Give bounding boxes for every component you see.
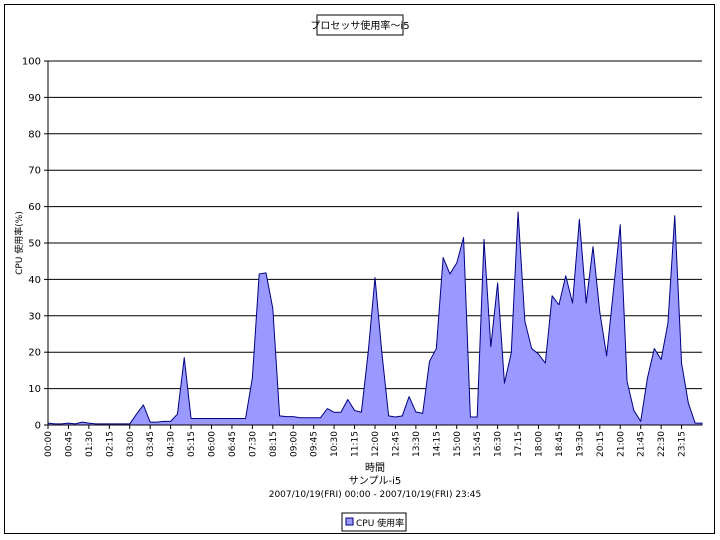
- y-tick-labels: 0 10 20 30 40 50 60 70 80 90 100: [22, 57, 48, 432]
- x-tick-label: 05:15: [187, 431, 197, 457]
- y-tick-label: 40: [28, 275, 41, 286]
- x-tick-label: 22:30: [657, 431, 667, 457]
- legend-label: CPU 使用率: [356, 517, 404, 529]
- y-tick-label: 20: [28, 348, 41, 359]
- x-tick-label: 00:45: [64, 431, 74, 457]
- x-tick-label: 18:45: [555, 431, 565, 457]
- chart-title-box: [316, 14, 404, 36]
- x-tick-label: 03:45: [146, 431, 156, 457]
- x-tick-label: 16:30: [494, 431, 504, 457]
- x-tick-label: 04:30: [167, 431, 177, 457]
- x-tick-label: 21:45: [637, 431, 647, 457]
- y-tick-label: 0: [35, 421, 41, 432]
- x-tick-label: 07:30: [248, 431, 258, 457]
- y-tick-label: 90: [28, 93, 41, 104]
- x-tick-label: 01:30: [85, 431, 95, 457]
- x-tick-label: 03:00: [126, 431, 136, 457]
- x-tick-label: 12:00: [371, 431, 381, 457]
- x-axis-label: 時間: [365, 462, 385, 474]
- x-tick-label: 15:00: [453, 431, 463, 457]
- chart-title: プロセッサ使用率～i5: [310, 19, 409, 32]
- x-tick-label: 09:00: [289, 431, 299, 457]
- x-tick-label: 10:30: [330, 431, 340, 457]
- x-tick-label: 15:45: [473, 431, 483, 457]
- x-tick-label: 13:30: [412, 431, 422, 457]
- x-tick-labels: 00:00 00:45 01:30 02:15 03:00 03:45 04:30 05:15…: [44, 425, 688, 457]
- x-tick-label: 18:00: [535, 431, 545, 457]
- x-tick-label: 11:15: [351, 431, 361, 457]
- x-tick-label: 06:45: [228, 431, 238, 457]
- y-tick-label: 100: [22, 57, 41, 68]
- x-tick-label: 02:15: [105, 431, 115, 457]
- y-tick-label: 70: [28, 166, 41, 177]
- legend: CPU 使用率: [341, 512, 407, 532]
- y-tick-label: 30: [28, 311, 41, 322]
- x-axis-subtitle-1: サンプル-i5: [349, 475, 401, 487]
- area-layer: [47, 211, 703, 426]
- x-tick-label: 17:15: [514, 431, 524, 457]
- x-tick-label: 20:15: [596, 431, 606, 457]
- x-tick-label: 23:15: [678, 431, 688, 457]
- legend-box: [341, 512, 407, 532]
- x-axis-subtitle-2: 2007/10/19(FRI) 00:00 - 2007/10/19(FRI) …: [269, 490, 482, 500]
- legend-swatch: [345, 517, 354, 526]
- y-tick-label: 50: [28, 239, 41, 250]
- series-area-cpu: [47, 211, 703, 426]
- x-tick-label: 21:00: [616, 431, 626, 457]
- y-tick-label: 60: [28, 202, 41, 213]
- x-tick-label: 08:15: [269, 431, 279, 457]
- x-tick-label: 06:00: [208, 431, 218, 457]
- y-tick-label: 10: [28, 384, 41, 395]
- x-tick-label: 12:45: [391, 431, 401, 457]
- x-tick-label: 14:15: [432, 431, 442, 457]
- y-axis-label: CPU 使用率(%): [13, 211, 25, 275]
- x-tick-label: 00:00: [44, 431, 54, 457]
- y-tick-label: 80: [28, 129, 41, 140]
- x-tick-label: 09:45: [310, 431, 320, 457]
- x-tick-label: 19:30: [575, 431, 585, 457]
